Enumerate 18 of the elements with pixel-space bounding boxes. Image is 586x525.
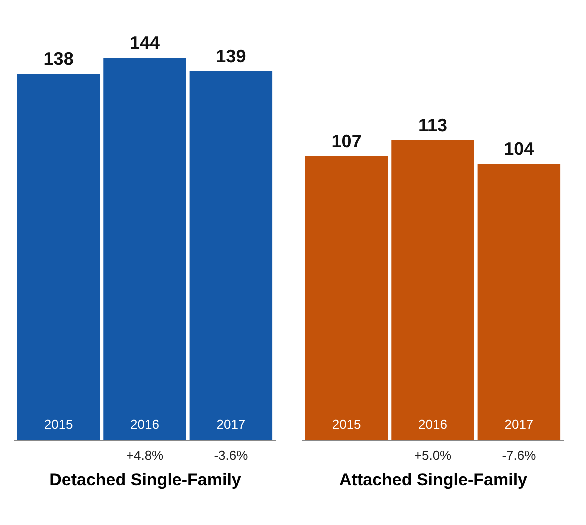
text: +5.0% <box>414 448 452 463</box>
x-tick-label: 2015 <box>332 417 362 432</box>
x-tick-label: 2017 <box>504 417 534 432</box>
x-tick-label: 2015 <box>44 417 74 432</box>
data-label: 113 <box>418 115 448 136</box>
data-label: 139 <box>216 46 246 66</box>
x-tick-label: 2017 <box>216 417 246 432</box>
x-axis-title: Attached Single-Family <box>340 470 528 490</box>
data-label: 107 <box>332 131 362 152</box>
data-label: 138 <box>44 49 74 70</box>
data-label: 104 <box>504 139 534 160</box>
text: +4.8% <box>126 448 164 463</box>
x-axis-title: Detached Single-Family <box>50 470 242 490</box>
x-tick-label: 2016 <box>418 417 448 432</box>
data-label: 144 <box>130 33 160 54</box>
x-tick-label: 2016 <box>130 417 160 432</box>
text: -7.6% <box>502 448 537 463</box>
text: -3.6% <box>214 448 249 463</box>
